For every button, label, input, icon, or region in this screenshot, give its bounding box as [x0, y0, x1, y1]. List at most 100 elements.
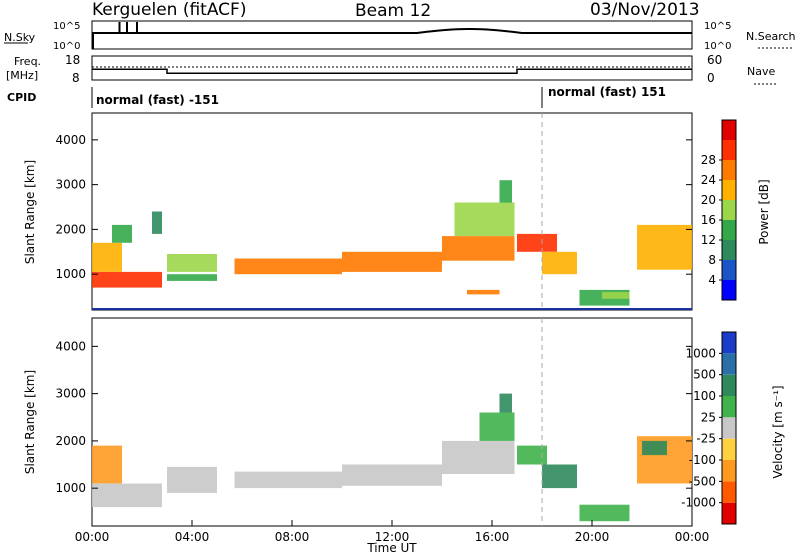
cpid-mode-2: normal (fast) 151	[548, 85, 666, 99]
colorbar-tick-label: 16	[701, 213, 716, 227]
freq-unit-label: [MHz]	[6, 69, 38, 82]
nsky-line	[92, 28, 692, 34]
power-colorbar: 4 8 12 16 20 24 28	[701, 119, 737, 301]
echo-band	[467, 289, 500, 295]
colorbar-tick-label: -100	[689, 453, 716, 467]
colorbar-tick-label: 4	[708, 273, 716, 287]
xtick-label: 08:00	[275, 530, 310, 544]
ytick-label: 2000	[55, 434, 86, 448]
velocity-panel: 1000 2000 3000 4000 00:00 04:00 08:00 12:00 16:…	[23, 317, 785, 555]
freq-tick-bottom: 8	[72, 71, 80, 85]
echo-band	[499, 180, 512, 203]
colorbar-tick-label: 20	[701, 193, 716, 207]
echo-band	[92, 483, 162, 508]
echo-band	[442, 440, 515, 474]
colorbar-segment	[722, 260, 736, 280]
ytick-label: 4000	[55, 133, 86, 147]
power-bands	[92, 180, 692, 306]
echo-band	[499, 393, 512, 413]
nave-tick-bottom: 0	[707, 71, 715, 85]
nsearch-label: N.Search	[746, 30, 796, 43]
xtick-label: 04:00	[175, 530, 210, 544]
colorbar-tick-label: -25	[696, 432, 716, 446]
colorbar-segment	[722, 417, 736, 439]
ytick-label: 2000	[55, 222, 86, 236]
velocity-colorbar: 1000 500 100 25 -25 -100 -500 -1000	[681, 331, 737, 525]
ytick-label: 1000	[55, 481, 86, 495]
xtick-label: 00:00	[75, 530, 110, 544]
cpid-mode-1: normal (fast) -151	[96, 93, 219, 107]
colorbar-segment	[722, 280, 736, 300]
colorbar-segment	[722, 481, 736, 503]
cpid-label: CPID	[7, 91, 36, 104]
colorbar-segment	[722, 140, 736, 160]
ytick-label: 1000	[55, 267, 86, 281]
xtick-label: 00:00	[675, 530, 710, 544]
ytick-label: 4000	[55, 339, 86, 353]
xtick-label: 12:00	[375, 530, 410, 544]
echo-band	[579, 504, 630, 522]
colorbar-frame	[721, 119, 737, 301]
echo-band	[642, 440, 667, 456]
colorbar-tick-label: 8	[708, 253, 716, 267]
cpid-row: CPID normal (fast) -151 normal (fast) 15…	[7, 85, 666, 108]
colorbar-tick-label: 12	[701, 233, 716, 247]
echo-band	[542, 251, 577, 275]
echo-band	[517, 233, 557, 252]
xtick-label: 16:00	[475, 530, 510, 544]
velocity-colorbar-label: Velocity [m s⁻¹]	[771, 385, 785, 478]
colorbar-segment	[722, 438, 736, 460]
velocity-xticks: 00:00 04:00 08:00 12:00 16:00 20:00 00:00	[75, 520, 710, 544]
echo-band	[167, 466, 217, 493]
colorbar-segment	[722, 240, 736, 260]
nsky-panel: N.Sky 10^5 10^0 10^5 10^0 N.Search	[4, 20, 796, 52]
beam-label: Beam 12	[355, 1, 431, 21]
colorbar-segment	[722, 460, 736, 482]
colorbar-segment	[722, 374, 736, 396]
echo-band	[167, 274, 217, 281]
echo-band	[234, 258, 342, 275]
nsky-spikes	[92, 22, 138, 49]
echo-band	[517, 445, 547, 465]
station-title: Kerguelen (fitACF)	[92, 0, 246, 20]
echo-band	[152, 211, 162, 234]
time-axis-label: Time UT	[366, 541, 417, 554]
power-ylabel: Slant Range [km]	[23, 160, 37, 264]
xtick-label: 20:00	[575, 530, 610, 544]
freq-step-line	[92, 68, 692, 75]
colorbar-tick-label: 500	[693, 368, 716, 382]
nsky-tick-bottom: 10^0	[53, 41, 80, 52]
echo-band	[637, 224, 692, 270]
colorbar-tick-label: -500	[689, 474, 716, 488]
nsky-label: N.Sky	[4, 31, 36, 44]
velocity-bands	[92, 393, 692, 522]
colorbar-tick-label: 1000	[685, 346, 716, 360]
colorbar-tick-label: 28	[701, 153, 716, 167]
colorbar-segment	[722, 502, 736, 524]
colorbar-segment	[722, 353, 736, 375]
power-panel: 1000 2000 3000 4000 Slant Range [km] 4 8 12 16…	[23, 112, 771, 311]
echo-band	[442, 236, 515, 261]
nave-label: Nave	[747, 65, 775, 78]
freq-label: Freq.	[14, 55, 41, 68]
colorbar-segment	[722, 396, 736, 418]
nsearch-tick-top: 10^5	[704, 21, 731, 32]
echo-band	[342, 251, 442, 272]
echo-band	[542, 464, 577, 489]
colorbar-segment	[722, 332, 736, 354]
power-yticks: 1000 2000 3000 4000	[55, 133, 692, 281]
echo-band	[112, 224, 132, 243]
freq-panel: Freq. [MHz] 18 8 60 0 Nave	[6, 53, 776, 85]
nave-tick-top: 60	[707, 53, 722, 67]
echo-band	[479, 412, 515, 441]
echo-band	[92, 271, 162, 288]
power-colorbar-label: Power [dB]	[757, 179, 771, 244]
colorbar-tick-label: 24	[701, 173, 716, 187]
echo-band	[92, 445, 122, 484]
nsearch-tick-bottom: 10^0	[704, 41, 731, 52]
echo-band	[92, 242, 122, 272]
echo-band	[342, 464, 442, 486]
colorbar-frame	[721, 331, 737, 525]
colorbar-tick-label: -1000	[681, 496, 716, 510]
